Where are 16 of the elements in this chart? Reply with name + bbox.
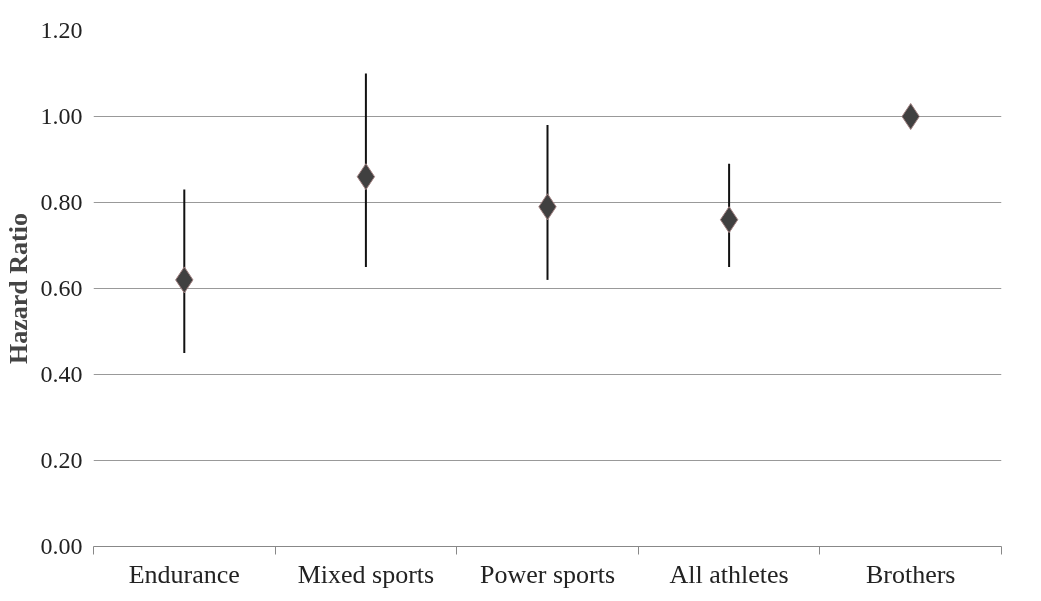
x-tick-label: Mixed sports	[297, 559, 435, 589]
y-tick-label: 0.80	[40, 189, 83, 215]
point	[901, 103, 920, 130]
x-tick-label: Endurance	[128, 559, 240, 589]
point	[719, 206, 739, 234]
y-tick-label: 0.00	[40, 533, 83, 559]
point	[356, 163, 376, 191]
y-tick-label: 0.20	[40, 447, 83, 473]
y-tick-label: 1.00	[40, 103, 83, 129]
x-tick-label: Brothers	[865, 559, 956, 589]
x-tick-label: All athletes	[669, 559, 789, 589]
x-tick-label: Power sports	[479, 559, 616, 589]
y-axis-title: Hazard Ratio	[3, 213, 33, 364]
y-tick-label: 0.60	[40, 275, 83, 301]
y-tick-label: 0.40	[40, 361, 83, 387]
y-tick-label: 1.20	[40, 17, 83, 43]
